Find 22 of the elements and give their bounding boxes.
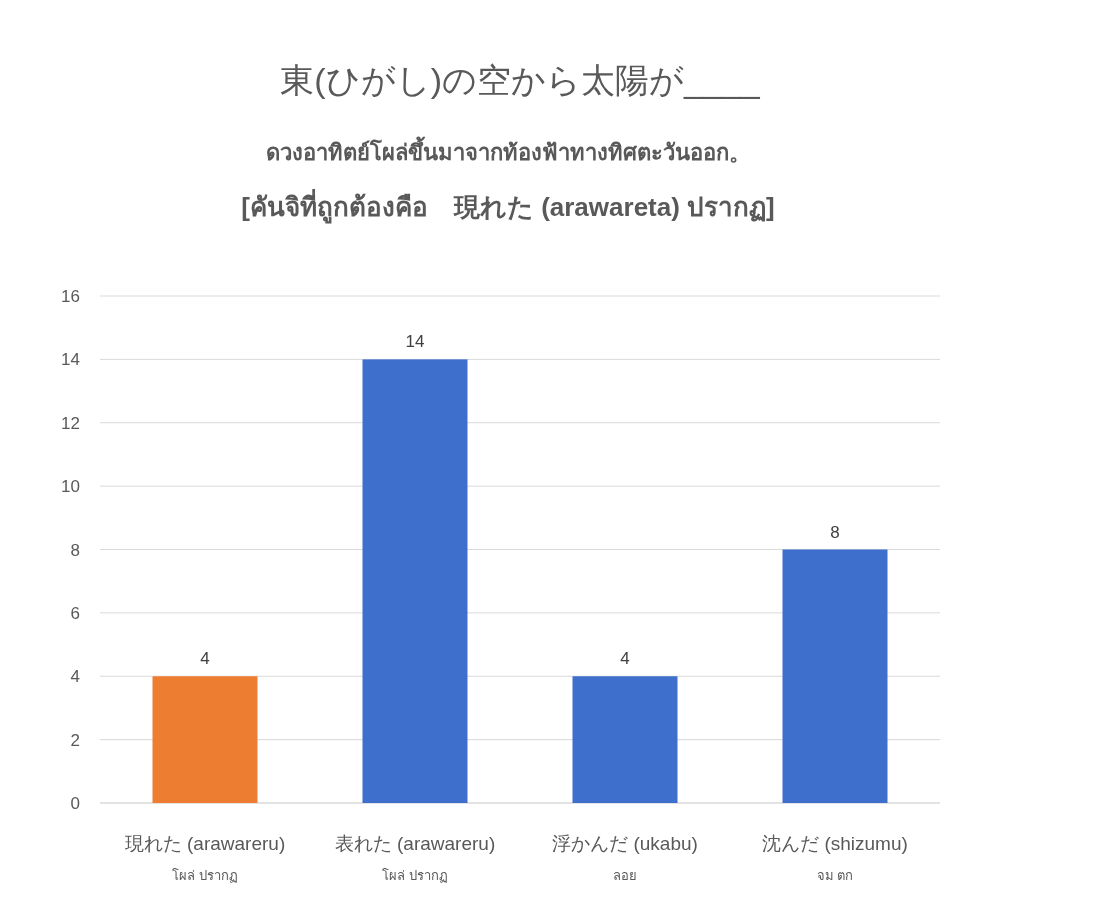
y-tick-label: 6 <box>70 603 80 623</box>
x-tick-label: 現れた (arawareru) โผล่ ปรากฏ <box>124 833 286 883</box>
data-label: 8 <box>830 522 840 542</box>
y-tick-label: 2 <box>70 730 80 750</box>
data-label: 4 <box>620 649 630 669</box>
bar <box>152 676 258 803</box>
y-tick-label: 0 <box>70 794 80 813</box>
y-tick-label: 10 <box>61 477 80 497</box>
data-label: 14 <box>405 332 425 352</box>
bar <box>782 549 888 803</box>
y-tick-label: 14 <box>61 350 80 370</box>
y-tick-label: 4 <box>70 667 80 687</box>
data-label: 4 <box>200 649 210 669</box>
bar <box>362 359 468 803</box>
chart-title: 東(ひがし)の空から太陽が____ <box>280 61 761 99</box>
y-tick-label: 16 <box>61 287 80 306</box>
bar <box>572 676 678 803</box>
x-tick-label: 沈んだ (shizumu) จม ตก <box>762 833 908 883</box>
x-tick-label: 表れた (arawareru) โผล่ ปรากฏ <box>334 833 496 883</box>
x-tick-label: 浮かんだ (ukabu) ลอย <box>552 833 698 883</box>
y-tick-label: 12 <box>61 413 80 433</box>
y-tick-label: 8 <box>70 540 80 560</box>
